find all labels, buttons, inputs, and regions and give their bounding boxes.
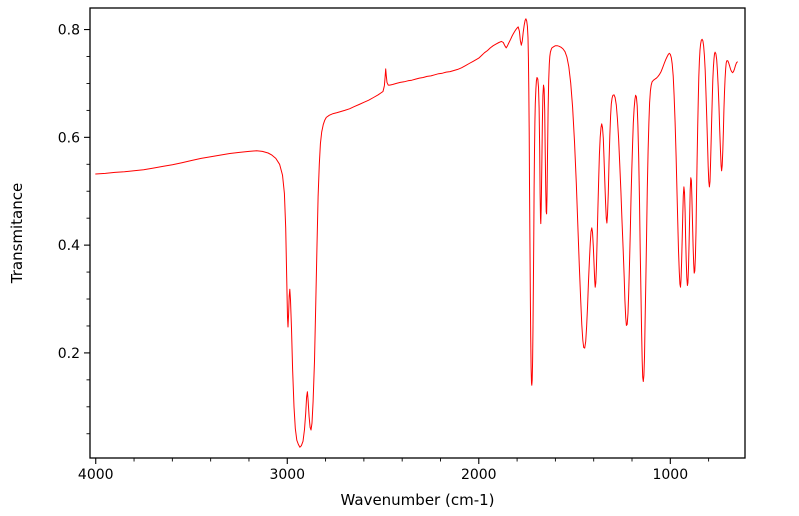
x-axis-label: Wavenumber (cm-1) [340,491,495,509]
y-axis-label: Transmitance [8,182,26,284]
x-tick-label: 4000 [78,467,114,483]
y-tick-label: 0.2 [58,346,80,362]
x-tick-label: 1000 [652,467,688,483]
y-tick-label: 0.4 [58,238,80,254]
y-tick-label: 0.6 [58,130,80,146]
y-tick-label: 0.8 [58,23,80,39]
spectrum-line [95,18,738,448]
x-tick-label: 3000 [269,467,305,483]
x-tick-label: 2000 [461,467,497,483]
plot-frame [89,7,746,459]
